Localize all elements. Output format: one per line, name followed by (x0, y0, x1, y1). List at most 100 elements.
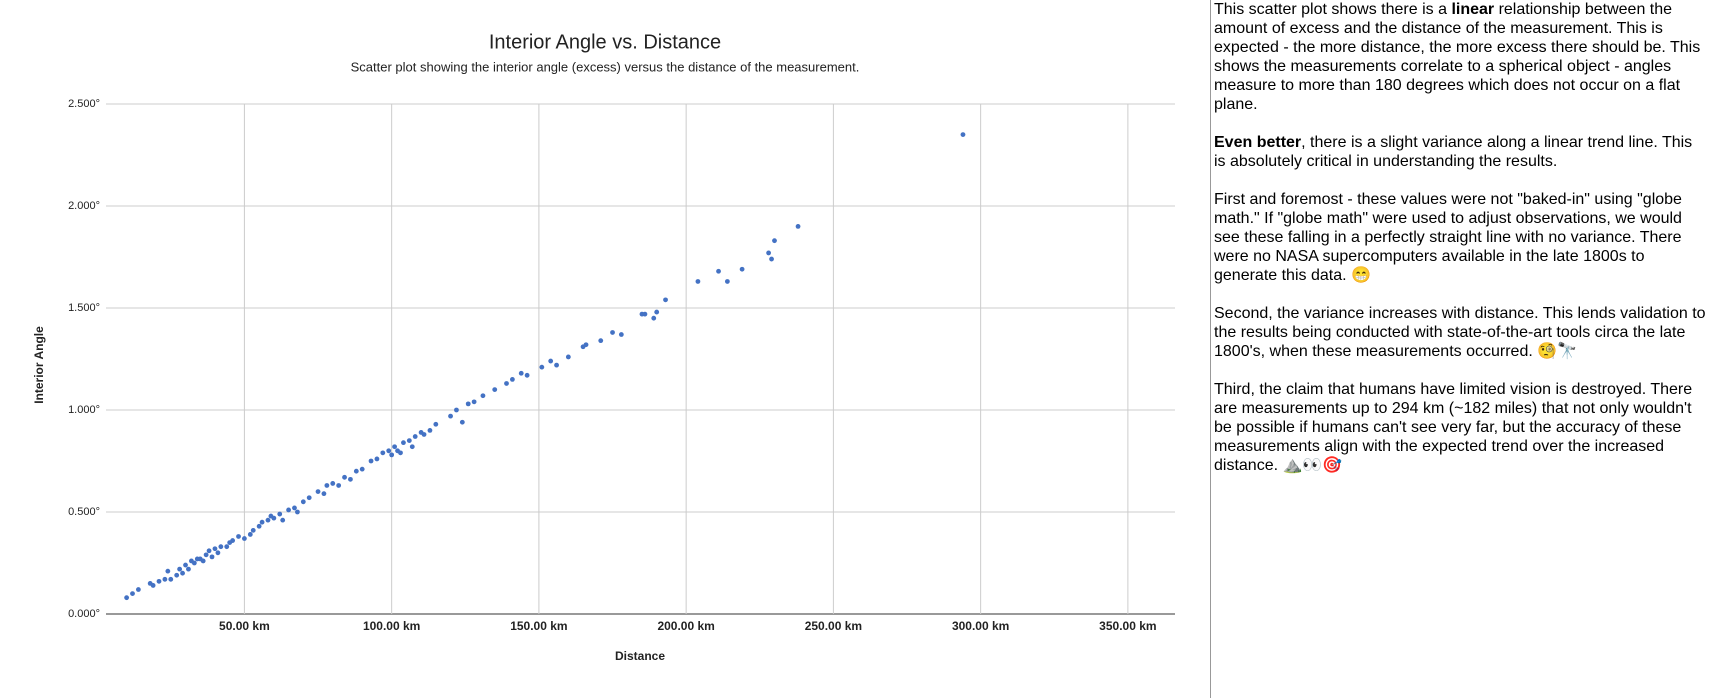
paragraph: This scatter plot shows there is a linea… (1214, 0, 1708, 114)
y-tick-label: 2.000° (68, 200, 100, 212)
x-tick-label: 350.00 km (1099, 619, 1156, 633)
point (654, 309, 660, 315)
point (598, 338, 604, 344)
point (224, 544, 230, 550)
point (265, 517, 271, 523)
point (398, 450, 403, 456)
x-tick-label: 250.00 km (805, 619, 862, 633)
chart-title: Interior Angle vs. Distance (489, 31, 721, 53)
point (230, 538, 236, 543)
x-tick-label: 100.00 km (363, 619, 420, 633)
point (200, 558, 206, 564)
point (368, 458, 374, 464)
point (292, 505, 297, 511)
point (412, 434, 418, 439)
point (795, 224, 801, 229)
y-tick-label: 1.000° (68, 404, 100, 416)
point (306, 495, 312, 501)
point (433, 421, 439, 427)
point (471, 399, 477, 405)
point (218, 544, 224, 550)
point (330, 481, 336, 486)
point (565, 354, 571, 360)
point (427, 428, 433, 433)
point (548, 358, 554, 364)
point (610, 330, 615, 335)
point (642, 311, 648, 317)
point (247, 532, 253, 537)
point (769, 256, 774, 262)
point (480, 393, 486, 399)
point (130, 591, 135, 596)
point (336, 483, 342, 488)
point (271, 515, 277, 521)
point (183, 562, 188, 568)
point (300, 499, 306, 505)
point (135, 587, 141, 592)
point (342, 474, 347, 480)
point (206, 548, 212, 554)
point (156, 578, 162, 584)
paragraph: Even better, there is a slight variance … (1214, 133, 1708, 171)
point (739, 266, 745, 272)
point (421, 432, 427, 437)
x-tick-label: 200.00 km (657, 619, 714, 633)
text: , there is a slight variance along a lin… (1214, 134, 1693, 170)
x-tick-label: 50.00 km (219, 619, 270, 633)
point (250, 527, 256, 533)
point (212, 546, 218, 552)
bold-text: linear (1451, 1, 1495, 18)
y-tick-label: 0.500° (68, 506, 100, 518)
text: Second, the variance increases with dist… (1214, 305, 1706, 360)
point (348, 476, 353, 482)
text: Third, the claim that humans have limite… (1214, 381, 1693, 474)
point (374, 456, 380, 462)
point (256, 523, 262, 529)
paragraph: Second, the variance increases with dist… (1214, 304, 1708, 361)
point (766, 250, 772, 256)
point (259, 519, 265, 525)
point (209, 554, 215, 560)
point (359, 466, 365, 472)
y-axis-title: Interior Angle (32, 326, 46, 404)
point (695, 279, 701, 284)
point (203, 552, 209, 558)
point (177, 566, 183, 572)
x-tick-label: 150.00 km (510, 619, 567, 633)
text-panel: This scatter plot shows there is a linea… (1210, 0, 1708, 698)
point (321, 491, 327, 497)
point (324, 483, 330, 488)
point (150, 583, 156, 588)
point (186, 566, 191, 572)
point (277, 511, 283, 517)
point (124, 595, 130, 601)
point (716, 268, 721, 274)
point (724, 279, 730, 284)
point (215, 550, 221, 556)
point (509, 377, 515, 382)
point (236, 534, 241, 539)
point (389, 452, 395, 458)
point (180, 570, 185, 576)
point (386, 448, 392, 454)
chart-subtitle: Scatter plot showing the interior angle … (351, 59, 860, 74)
point (518, 370, 524, 376)
point (554, 362, 559, 368)
point (392, 444, 398, 450)
text: relationship between the amount of exces… (1214, 1, 1701, 113)
point (960, 132, 966, 138)
y-tick-label: 2.500° (68, 98, 100, 110)
point (539, 364, 545, 370)
y-tick-label: 0.000° (68, 608, 100, 620)
point (168, 576, 174, 582)
point (454, 407, 459, 413)
point (663, 297, 668, 303)
paragraph: Third, the claim that humans have limite… (1214, 380, 1708, 475)
point (353, 468, 359, 474)
point (618, 332, 624, 337)
point (315, 489, 321, 494)
x-tick-label: 300.00 km (952, 619, 1009, 633)
point (406, 438, 412, 443)
point (401, 440, 406, 446)
